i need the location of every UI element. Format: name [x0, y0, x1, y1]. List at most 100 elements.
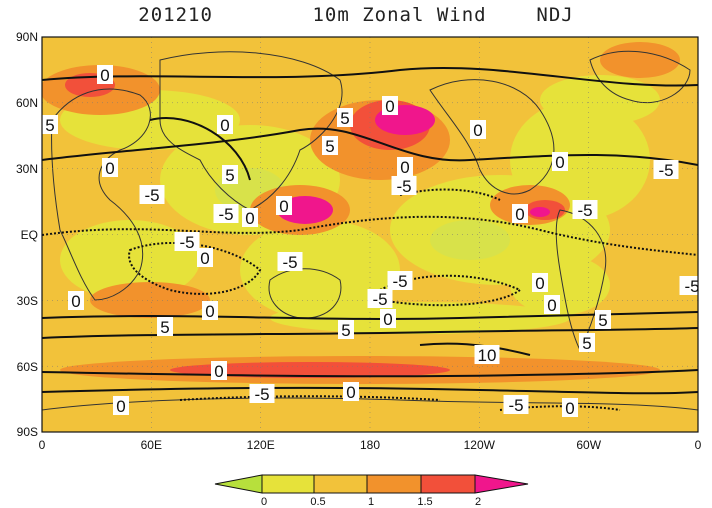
- contour-label: -5: [174, 232, 200, 252]
- contour-label-background: [367, 289, 393, 308]
- contour-label-background: [532, 273, 548, 292]
- contour-label-background: [97, 65, 113, 84]
- contour-label-background: [157, 317, 173, 336]
- lat-label-60n: 60N: [16, 96, 38, 110]
- contour-label-background: [470, 120, 486, 139]
- contour-label: -5: [139, 185, 165, 205]
- lon-label-0-east: 0: [695, 438, 702, 452]
- contour-label-text: 10: [478, 346, 497, 365]
- lat-label-90n: 90N: [16, 30, 38, 44]
- contour-label-background: [544, 295, 560, 314]
- contour-label-background: [139, 185, 165, 204]
- colorbar-ticks: 0 0.5 1 1.5 2: [261, 496, 481, 508]
- lon-label-120e: 120E: [247, 438, 275, 452]
- contour-label-text: 5: [582, 334, 591, 353]
- contour-label: 0: [211, 361, 227, 381]
- lon-label-60e: 60E: [141, 438, 162, 452]
- contour-label: 5: [157, 317, 173, 337]
- colorbar-high-triangle: [474, 474, 529, 494]
- contour-label-text: -5: [684, 277, 699, 296]
- contour-label: 5: [595, 310, 611, 330]
- lon-label-0: 0: [39, 438, 46, 452]
- contour-label-text: 0: [205, 302, 214, 321]
- colorbar-box-0-05: [261, 474, 315, 494]
- contour-label-text: 0: [346, 383, 355, 402]
- contour-label-background: [679, 276, 698, 295]
- title-season: NDJ: [536, 4, 574, 26]
- contour-label-text: -5: [392, 272, 407, 291]
- contour-label-background: [42, 115, 58, 134]
- contour-label: 5: [222, 165, 238, 185]
- contour-label-background: [211, 361, 227, 380]
- colorbar-tick-05: 0.5: [310, 496, 325, 508]
- lat-label-30s: 30S: [17, 294, 38, 308]
- contour-label-background: [337, 108, 353, 127]
- contour-label-background: [397, 157, 413, 176]
- contour-label-text: 0: [200, 249, 209, 268]
- lat-label-90s: 90S: [17, 425, 38, 439]
- contour-label-text: 5: [45, 116, 54, 135]
- lat-label-60s: 60S: [17, 360, 38, 374]
- contour-label-background: [213, 204, 239, 223]
- contour-label-background: [174, 232, 200, 251]
- contour-label-text: 0: [279, 197, 288, 216]
- contour-label-background: [202, 301, 218, 320]
- contour-label: 10: [474, 345, 500, 365]
- contour-label-background: [217, 115, 233, 134]
- colorbar-tick-0: 0: [261, 496, 267, 508]
- contour-label: -5: [572, 200, 598, 220]
- contour-label: 0: [562, 398, 578, 418]
- contour-label-text: 5: [341, 321, 350, 340]
- contour-label: 0: [532, 273, 548, 293]
- contour-label-text: 0: [105, 159, 114, 178]
- contour-label-background: [276, 196, 292, 215]
- contour-label-background: [503, 395, 529, 414]
- contour-label: 0: [276, 196, 292, 216]
- contour-label: 0: [113, 396, 129, 416]
- contour-label: -5: [249, 384, 275, 404]
- contour-label-background: [222, 165, 238, 184]
- contour-label: 0: [217, 115, 233, 135]
- lon-label-60w: 60W: [576, 438, 601, 452]
- colorbar-box-1-15: [366, 474, 422, 494]
- contour-label-text: -5: [254, 385, 269, 404]
- contour-label-background: [68, 291, 84, 310]
- contour-label-text: 0: [565, 399, 574, 418]
- contour-label: 5: [322, 136, 338, 156]
- contour-label-background: [102, 158, 118, 177]
- contour-label-text: 0: [214, 362, 223, 381]
- contour-label-background: [382, 96, 398, 115]
- contour-label-background: [197, 248, 213, 267]
- title-variable: 10m Zonal Wind: [312, 4, 487, 26]
- contour-label: 0: [382, 96, 398, 116]
- colorbar-low-triangle: [214, 474, 263, 494]
- contour-label-text: 0: [383, 310, 392, 329]
- contour-label: 0: [68, 291, 84, 311]
- contour-label-text: 5: [160, 318, 169, 337]
- contour-label-background: [579, 333, 595, 352]
- contour-label: -5: [367, 289, 393, 309]
- contour-label: -5: [387, 271, 413, 291]
- contour-label: 0: [552, 152, 568, 172]
- latitude-axis: 90N 60N 30N EQ 30S 60S 90S: [16, 30, 38, 439]
- contour-label-background: [562, 398, 578, 417]
- contour-label-background: [249, 384, 275, 403]
- contour-label: 0: [544, 295, 560, 315]
- contour-label: 5: [337, 108, 353, 128]
- contour-label-text: -5: [218, 205, 233, 224]
- contour-label-text: 5: [325, 137, 334, 156]
- contour-label: 0: [202, 301, 218, 321]
- contour-label: -5: [679, 276, 699, 296]
- lat-label-eq: EQ: [21, 228, 38, 242]
- contour-label-background: [572, 200, 598, 219]
- contour-label: 0: [197, 248, 213, 268]
- contour-label-text: 5: [225, 166, 234, 185]
- contour-label-text: -5: [577, 201, 592, 220]
- contour-label-background: [387, 271, 413, 290]
- contour-label-background: [595, 310, 611, 329]
- contour-label: 0: [97, 65, 113, 85]
- contour-lines: [42, 66, 698, 395]
